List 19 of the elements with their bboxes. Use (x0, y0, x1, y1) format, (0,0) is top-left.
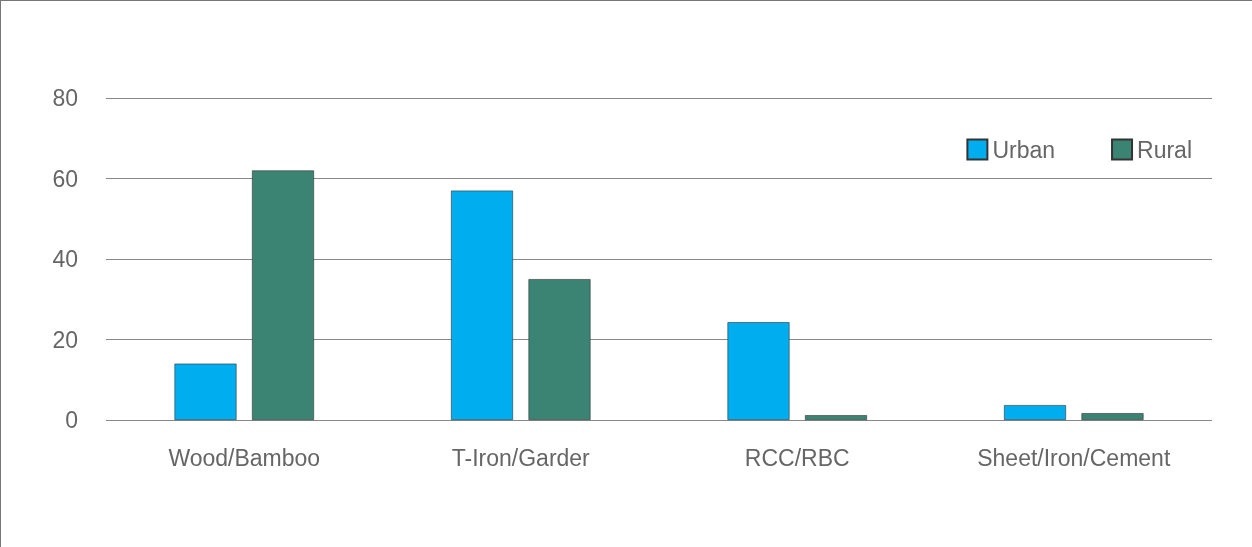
x-tick-label: Wood/Bamboo (168, 444, 321, 471)
bar (252, 170, 314, 420)
bar (528, 279, 591, 420)
y-tick-label: 40 (52, 246, 78, 272)
x-tick-label: Sheet/Iron/Cement (977, 444, 1171, 471)
x-tick-label: T-Iron/Garder (451, 444, 591, 471)
y-tick-label: 20 (52, 326, 78, 353)
bar (805, 415, 867, 420)
x-tick-label: RCC/RBC (744, 444, 850, 471)
bar (727, 322, 790, 420)
bar (1081, 413, 1144, 420)
legend-label: Urban (992, 136, 1056, 163)
legend-label: Rural (1137, 136, 1193, 163)
bar (1004, 405, 1066, 420)
y-tick-label: 0 (65, 407, 78, 433)
y-tick-label: 60 (52, 165, 78, 192)
y-tick-label: 80 (52, 85, 78, 111)
bar (451, 190, 513, 420)
bar (174, 363, 237, 420)
